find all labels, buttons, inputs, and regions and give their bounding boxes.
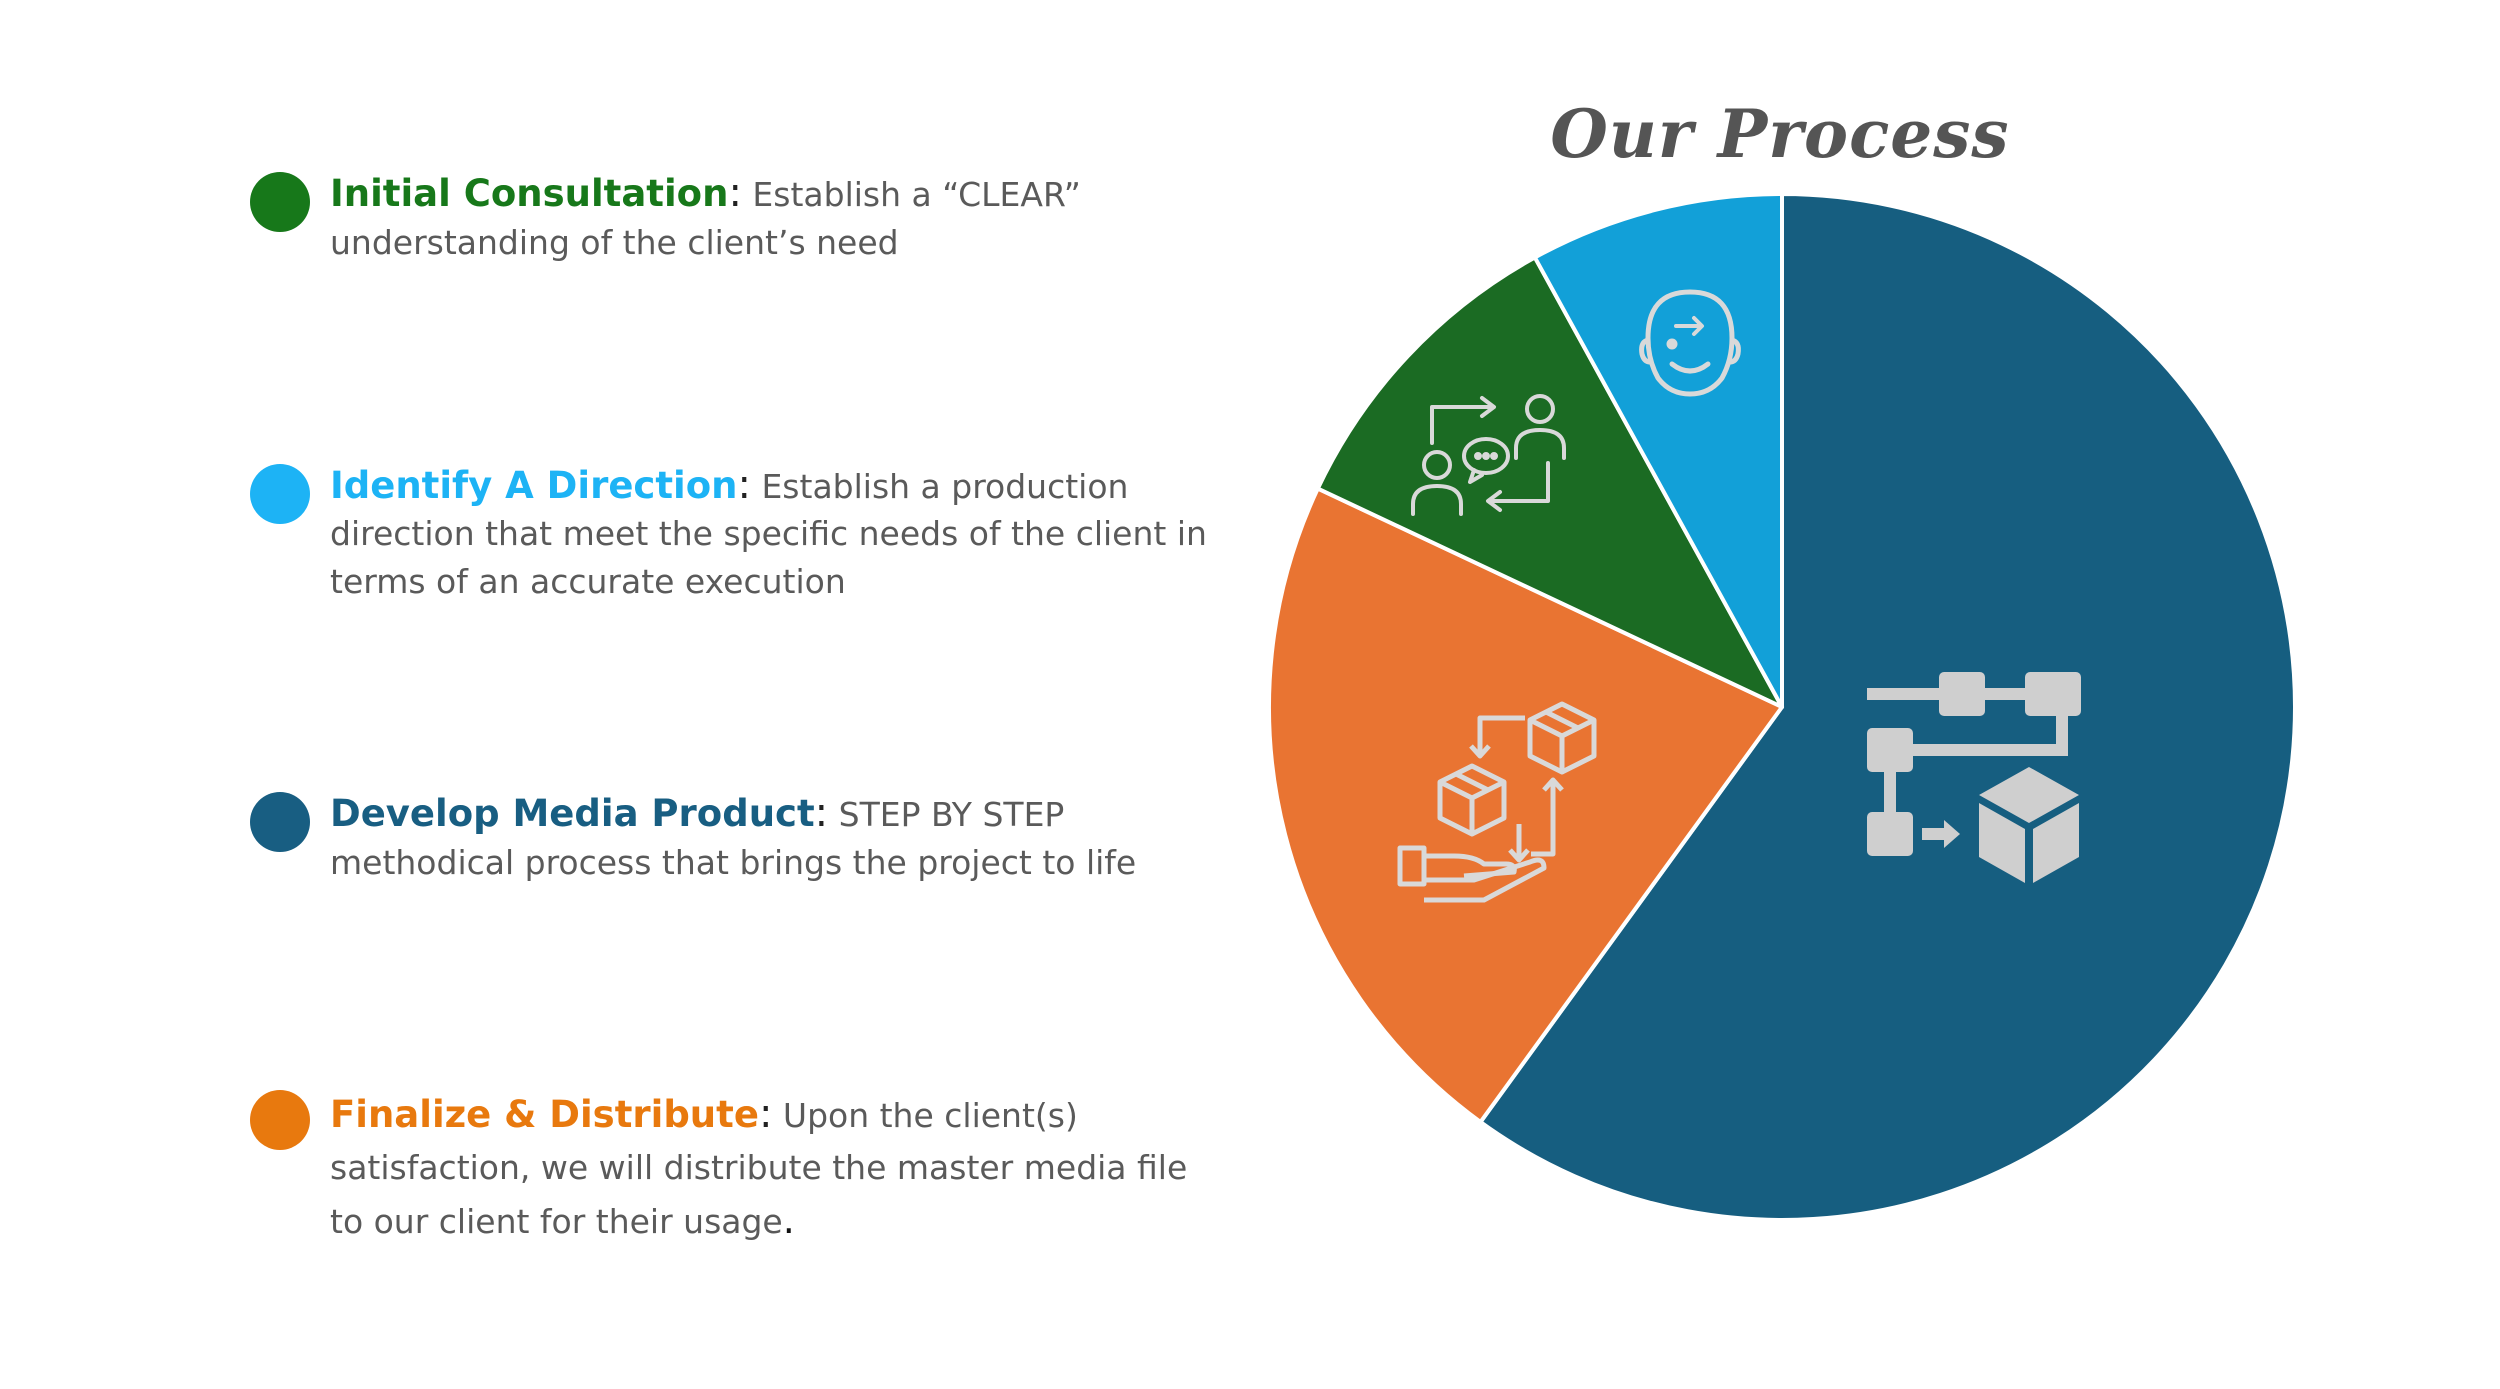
step-text: Identify A Direction: Establish a produc… (330, 462, 1210, 605)
step-colon: : (758, 1091, 773, 1137)
step-end: . (782, 1198, 795, 1242)
step-body: STEP BY STEP methodical process that bri… (330, 795, 1137, 882)
package-delivery-icon (1397, 701, 1597, 903)
pie-slice-0 (1478, 192, 2297, 1222)
step-heading: Develop Media Product (330, 792, 815, 835)
process-steps: Initial Consultation: Establish a “CLEAR… (250, 0, 1207, 1389)
step-dot-green (250, 172, 310, 232)
step-colon: : (814, 790, 829, 836)
people-exchange-icon (1411, 394, 1566, 516)
step-heading: Identify A Direction (330, 464, 738, 507)
step-text: Develop Media Product: STEP BY STEP meth… (330, 790, 1210, 886)
step-dot-blue (250, 464, 310, 524)
step-text: Finalize & Distribute: Upon the client(s… (330, 1088, 1210, 1248)
step-colon: : (728, 170, 742, 216)
head-idea-icon (1639, 289, 1741, 397)
step-body: Establish a production direction that me… (330, 467, 1207, 601)
step-body: Upon the client(s) satisfaction, we will… (330, 1096, 1188, 1241)
pie-slice-3 (1532, 192, 1784, 709)
step-text: Initial Consultation: Establish a “CLEAR… (330, 170, 1210, 266)
step-dot-orange (250, 1090, 310, 1150)
step-heading: Initial Consultation (330, 172, 729, 215)
step-body: Establish a “CLEAR” understanding of the… (330, 175, 1081, 262)
chart-title: Our Process (1550, 95, 2010, 173)
workflow-icon (1867, 672, 2081, 883)
step-colon: : (737, 462, 751, 508)
step-dot-dark-blue (250, 792, 310, 852)
step-heading: Finalize & Distribute (330, 1093, 759, 1136)
pie-slices (1266, 192, 2297, 1222)
